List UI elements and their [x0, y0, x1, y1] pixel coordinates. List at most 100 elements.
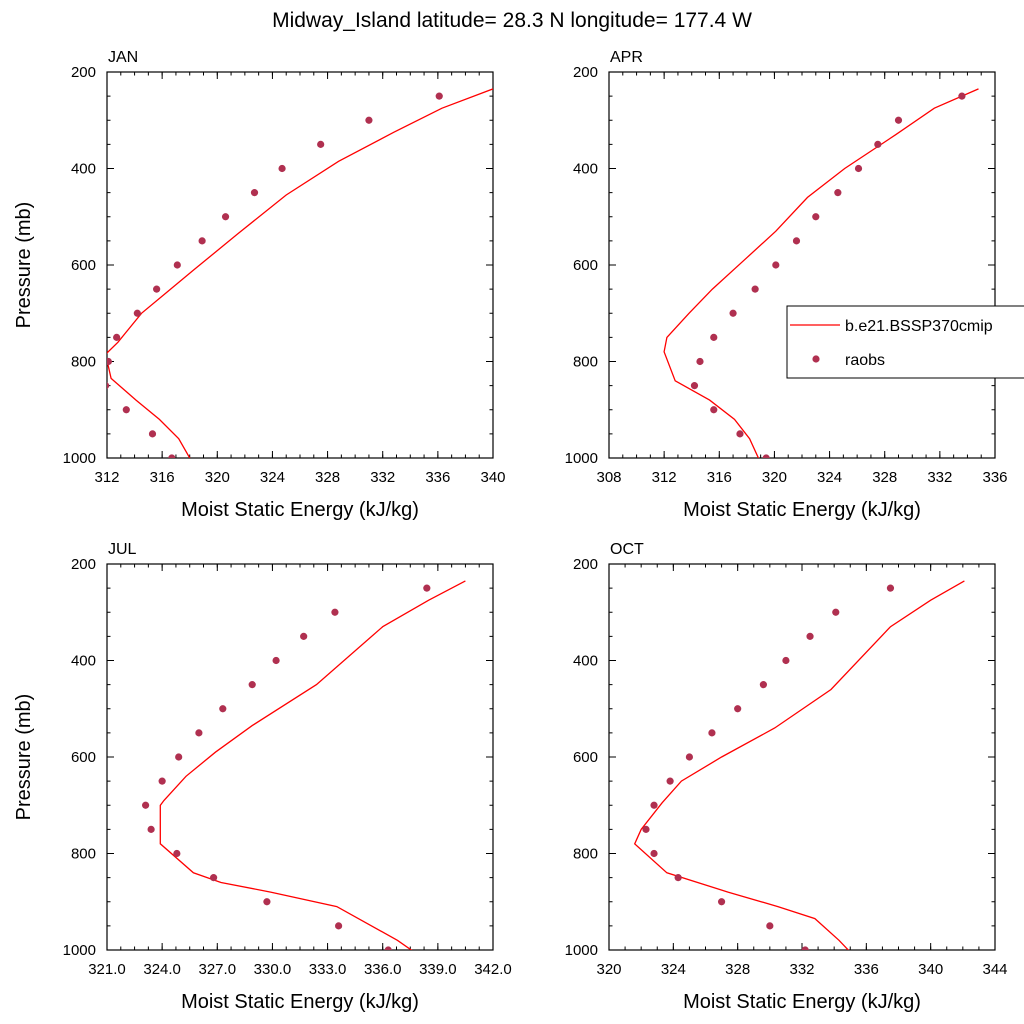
y-tick-label: 200: [573, 64, 598, 81]
panel-oct: 320 324 328 332 336 340 344 200 400 600 800 1000 OCT…: [565, 541, 1008, 1013]
raobs-point: [173, 849, 181, 858]
raobs-point: [142, 801, 150, 809]
y-tick-label: 200: [573, 556, 598, 573]
raobs-point: [148, 430, 157, 438]
x-axis-label: Moist Static Energy (kJ/kg): [181, 499, 419, 521]
raobs-point: [278, 164, 286, 173]
raobs-point: [782, 656, 790, 665]
x-tick-label: 312: [652, 469, 677, 486]
raobs-point: [198, 237, 206, 245]
x-tick-label: 328: [315, 469, 340, 486]
x-tick-label: 339.0: [419, 961, 457, 978]
legend-marker-swatch: [812, 355, 820, 363]
raobs-point: [792, 237, 801, 245]
legend: b.e21.BSSP370cmip raobs: [786, 305, 1024, 379]
x-tick-label: 336: [425, 469, 450, 486]
model-profile-line: [633, 580, 965, 950]
y-tick-label: 200: [71, 64, 96, 81]
y-tick-label: 200: [71, 556, 96, 573]
x-tick-label: 324.0: [143, 961, 181, 978]
raobs-point: [874, 140, 882, 148]
raobs-point: [300, 632, 308, 640]
x-tick-label: 336: [982, 469, 1007, 486]
y-tick-label: 400: [71, 653, 96, 670]
raobs-point: [248, 681, 256, 689]
y-tick-label: 600: [71, 257, 96, 274]
panels: 312 316 320 324 328 332 336 340 200 400 600 800 1000…: [13, 49, 1008, 1013]
x-axis-label: Moist Static Energy (kJ/kg): [181, 991, 419, 1013]
panel-label: JUL: [108, 541, 137, 558]
raobs-point: [708, 729, 716, 737]
raobs-point: [335, 922, 343, 930]
x-tick-label: 340: [918, 961, 943, 978]
x-tick-label: 340: [480, 469, 505, 486]
y-tick-label: 800: [71, 846, 96, 863]
raobs-point: [729, 309, 737, 317]
raobs-point: [384, 946, 392, 950]
x-tick-label: 316: [150, 469, 175, 486]
raobs-point: [175, 753, 183, 761]
y-tick-label: 1000: [63, 450, 96, 467]
raobs-point: [158, 777, 166, 785]
raobs-point: [221, 213, 230, 221]
raobs-point: [272, 656, 280, 665]
plot-data: [633, 580, 965, 950]
y-tick-label: 800: [573, 846, 598, 863]
raobs-point: [834, 189, 842, 197]
x-tick-label: 332: [789, 961, 814, 978]
model-profile-line: [107, 88, 493, 458]
raobs-point: [153, 285, 161, 293]
panel-jan: 312 316 320 324 328 332 336 340 200 400 600 800 1000…: [13, 49, 506, 521]
raobs-point: [710, 333, 718, 341]
raobs-point: [250, 189, 259, 197]
raobs-point: [423, 584, 431, 592]
raobs-point: [107, 357, 112, 366]
raobs-point: [772, 261, 780, 269]
raobs-point: [736, 430, 744, 438]
plot-data: [107, 88, 493, 458]
raobs-point: [801, 946, 809, 950]
raobs-point: [122, 406, 130, 414]
raobs-point: [650, 801, 658, 809]
panel-label: OCT: [610, 541, 644, 558]
raobs-point: [113, 333, 121, 341]
plot-data: [663, 88, 979, 458]
raobs-point: [696, 357, 704, 366]
panel-jul: 321.0 324.0 327.0 330.0 333.0 336.0 339.0 342.0…: [13, 541, 512, 1013]
plot-frame: [106, 71, 494, 459]
y-tick-label: 600: [71, 749, 96, 766]
raobs-point: [690, 382, 699, 390]
panel-label: APR: [610, 49, 643, 66]
plot-data: [142, 580, 466, 950]
y-tick-label: 400: [573, 161, 598, 178]
x-tick-label: 336: [854, 961, 879, 978]
plot-frame: [608, 71, 996, 459]
model-profile-line: [159, 580, 466, 950]
raobs-point: [365, 116, 373, 124]
raobs-point: [263, 898, 271, 906]
x-tick-label: 342.0: [474, 961, 512, 978]
x-tick-label: 320: [762, 469, 787, 486]
raobs-point: [210, 874, 218, 882]
x-tick-label: 332: [370, 469, 395, 486]
plot-frame: [106, 563, 494, 951]
legend-entry-raobs: raobs: [845, 352, 885, 369]
raobs-point: [666, 777, 674, 785]
raobs-point: [331, 608, 339, 616]
raobs-point: [685, 753, 694, 761]
raobs-point: [317, 140, 325, 148]
raobs-point: [650, 849, 658, 858]
y-tick-label: 600: [573, 749, 598, 766]
y-tick-label: 400: [71, 161, 96, 178]
legend-box: [786, 305, 1024, 379]
legend-entry-model: b.e21.BSSP370cmip: [845, 318, 993, 335]
raobs-point: [812, 213, 820, 221]
y-tick-label: 1000: [565, 942, 598, 959]
raobs-point: [642, 825, 650, 833]
raobs-point: [886, 584, 895, 592]
raobs-point: [147, 825, 155, 833]
raobs-point: [766, 922, 774, 930]
raobs-point: [832, 608, 840, 616]
raobs-point: [751, 285, 759, 293]
